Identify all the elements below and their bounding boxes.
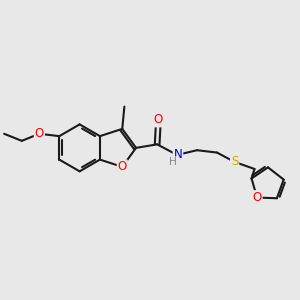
Text: O: O bbox=[252, 191, 262, 204]
Text: N: N bbox=[174, 148, 182, 160]
Text: S: S bbox=[231, 155, 238, 168]
Text: H: H bbox=[169, 157, 177, 167]
Text: O: O bbox=[118, 160, 127, 173]
Text: O: O bbox=[35, 127, 44, 140]
Text: O: O bbox=[154, 113, 163, 126]
